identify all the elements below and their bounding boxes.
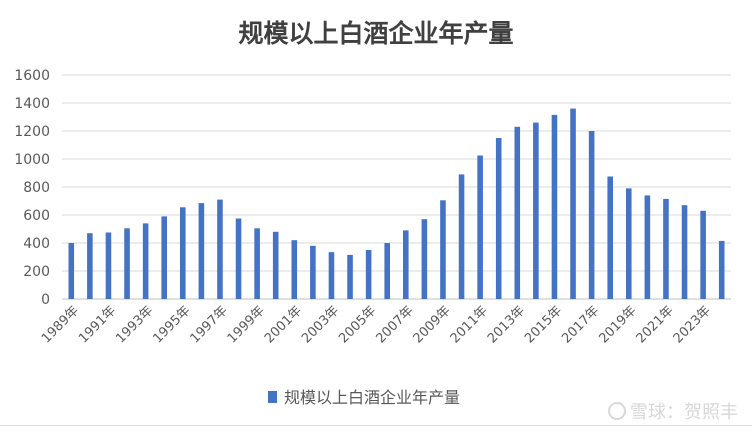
bar-1999年 xyxy=(254,228,260,299)
bar-2009年 xyxy=(440,200,446,299)
bar-2000年 xyxy=(272,231,279,299)
bottom-divider xyxy=(0,425,752,426)
x-tick-label: 2009年 xyxy=(411,303,454,346)
y-tick-label: 1200 xyxy=(14,124,50,140)
bar-2023年 xyxy=(700,210,706,299)
bar-2003年 xyxy=(328,252,335,299)
legend: 规模以上白酒企业年产量 xyxy=(268,388,460,407)
bar-2002年 xyxy=(310,245,316,299)
bar-2022年 xyxy=(681,205,688,299)
bar-1990年 xyxy=(87,233,93,299)
x-tick-label: 2021年 xyxy=(634,303,677,346)
bar-2018年 xyxy=(607,176,613,299)
x-tick-label: 2013年 xyxy=(485,303,528,346)
x-tick-label: 2023年 xyxy=(671,303,714,346)
x-tick-label: 1995年 xyxy=(150,303,193,346)
bar-2017年 xyxy=(588,131,595,299)
y-tick-label: 600 xyxy=(23,208,50,224)
bar-2021年 xyxy=(663,198,669,299)
watermark-text: 雪球：贺照丰 xyxy=(630,402,738,423)
watermark: 雪球：贺照丰 xyxy=(608,398,738,424)
bar-2010年 xyxy=(458,174,465,299)
bar-2008年 xyxy=(421,219,428,299)
x-tick-label: 1991年 xyxy=(76,303,119,346)
bar-1995年 xyxy=(180,207,186,299)
x-tick-label: 2003年 xyxy=(299,303,342,346)
x-tick-label: 2015年 xyxy=(522,303,565,346)
x-tick-label: 2005年 xyxy=(336,303,379,346)
legend-swatch xyxy=(268,391,277,403)
y-tick-label: 800 xyxy=(23,180,50,196)
x-tick-label: 1999年 xyxy=(225,303,268,346)
bar-2005年 xyxy=(365,250,372,299)
x-tick-label: 1993年 xyxy=(113,303,156,346)
bar-2004年 xyxy=(347,254,353,299)
xueqiu-logo-icon xyxy=(608,402,626,420)
x-tick-label: 1997年 xyxy=(188,303,231,346)
bar-2019年 xyxy=(626,188,632,299)
x-tick-label: 2011年 xyxy=(448,303,491,346)
bar-2024年 xyxy=(718,240,725,299)
bar-2014年 xyxy=(533,122,539,299)
bar-2020年 xyxy=(644,195,651,299)
bar-1991年 xyxy=(105,232,112,299)
x-tick-label: 1989年 xyxy=(39,303,82,346)
bar-2007年 xyxy=(403,230,409,299)
bar-2001年 xyxy=(291,240,298,299)
bar-2011年 xyxy=(477,155,483,299)
y-tick-label: 200 xyxy=(23,264,50,280)
bar-2016年 xyxy=(570,108,576,299)
legend-label: 规模以上白酒企业年产量 xyxy=(284,388,460,407)
bar-1998年 xyxy=(235,218,242,299)
x-tick-label: 2019年 xyxy=(596,303,639,346)
bar-1997年 xyxy=(217,199,223,299)
x-tick-label: 2001年 xyxy=(262,303,305,346)
y-tick-label: 0 xyxy=(41,292,50,308)
y-tick-label: 1600 xyxy=(14,68,50,84)
y-tick-label: 1400 xyxy=(14,96,50,112)
x-tick-label: 2007年 xyxy=(373,303,416,346)
x-tick-label: 2017年 xyxy=(559,303,602,346)
chart-title: 规模以上白酒企业年产量 xyxy=(238,19,514,48)
bar-1993年 xyxy=(142,223,149,299)
y-tick-label: 400 xyxy=(23,236,50,252)
bar-2012年 xyxy=(495,138,502,299)
y-tick-label: 1000 xyxy=(14,152,50,168)
bar-1992年 xyxy=(124,228,130,299)
bar-1996年 xyxy=(198,203,205,299)
bar-2015年 xyxy=(551,114,558,300)
bar-2006年 xyxy=(384,243,390,299)
bar-1994年 xyxy=(161,216,167,299)
bar-2013年 xyxy=(514,126,521,299)
bar-1989年 xyxy=(68,243,75,299)
